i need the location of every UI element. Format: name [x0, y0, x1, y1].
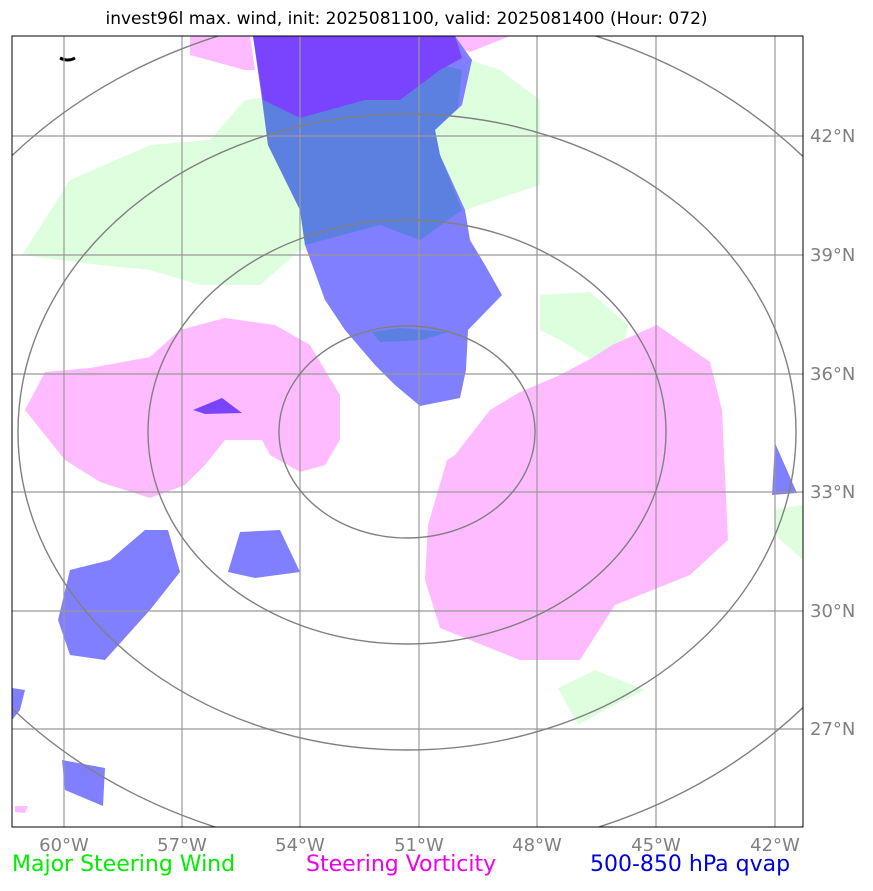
- vorticity-region-north: [190, 36, 510, 70]
- coastline-fragment: [59, 56, 76, 62]
- map-title: invest96l max. wind, init: 2025081100, v…: [105, 9, 708, 29]
- qvap-southwest-small: [228, 530, 300, 578]
- lat-tick: 36°N: [810, 364, 855, 385]
- lat-tick-labels: 42°N 39°N 36°N 33°N 30°N 27°N: [810, 126, 855, 740]
- lon-tick: 48°W: [512, 835, 562, 856]
- lon-tick: 60°W: [39, 835, 89, 856]
- legend-major-steering-wind: Major Steering Wind: [12, 852, 236, 877]
- lat-tick: 39°N: [810, 245, 855, 266]
- wind-region-center-east: [540, 292, 628, 365]
- wind-region-south: [558, 670, 645, 725]
- lat-tick: 33°N: [810, 482, 855, 503]
- graticule: [12, 36, 803, 827]
- ring-1: [278, 325, 536, 539]
- lat-tick: 30°N: [810, 601, 855, 622]
- vorticity-region-corner: [15, 806, 28, 813]
- map-frame: [11, 35, 804, 828]
- map-plot-area: [12, 36, 803, 827]
- distance-rings: [12, 36, 803, 827]
- lat-tick: 27°N: [810, 719, 855, 740]
- lon-tick: 42°W: [750, 835, 800, 856]
- legend-qvap: 500-850 hPa qvap: [590, 852, 791, 877]
- lon-tick: 54°W: [275, 835, 325, 856]
- ring-3: [17, 113, 797, 751]
- qvap-southwest-large: [58, 530, 180, 660]
- lon-tick: 57°W: [157, 835, 207, 856]
- lon-tick: 51°W: [394, 835, 444, 856]
- qvap-bottom-left: [62, 760, 105, 806]
- lon-tick-labels: 60°W 57°W 54°W 51°W 48°W 45°W 42°W: [39, 835, 800, 856]
- qvap-small-band: [372, 328, 448, 342]
- wind-region-east: [775, 505, 803, 560]
- qvap-dense-core: [253, 36, 462, 118]
- legend-steering-vorticity: Steering Vorticity: [306, 852, 497, 877]
- qvap-west-small: [193, 398, 242, 414]
- ring-2: [147, 219, 667, 645]
- lat-tick: 42°N: [810, 126, 855, 147]
- lon-tick: 45°W: [631, 835, 681, 856]
